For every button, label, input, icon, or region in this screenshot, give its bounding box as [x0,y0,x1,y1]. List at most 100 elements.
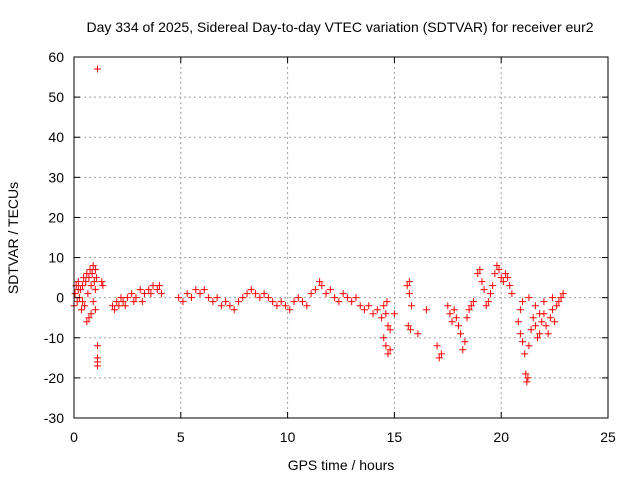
data-point [93,65,101,73]
data-point [115,302,123,310]
y-tick-label: 10 [48,250,64,266]
data-point [519,298,527,306]
data-point [196,290,204,298]
data-point [155,282,163,290]
data-point [525,294,533,302]
data-point [79,298,87,306]
data-point [386,326,394,334]
data-point [540,298,548,306]
x-tick-label: 0 [70,429,78,445]
data-point [256,294,264,302]
y-tick-label: -10 [44,330,64,346]
data-point [557,294,565,302]
data-point [452,314,460,322]
data-point [294,294,302,302]
data-point [243,290,251,298]
data-point [450,306,458,314]
data-point [187,294,195,302]
data-point [405,278,413,286]
data-point [501,270,509,278]
data-point [339,290,347,298]
x-tick-labels: 0 5 10 15 20 25 [70,429,616,445]
data-point [128,290,136,298]
data-point [548,294,556,302]
data-point [83,318,91,326]
data-point [529,314,537,322]
data-point [356,302,364,310]
data-point [119,298,127,306]
data-point [378,314,386,322]
grid-lines [74,57,608,418]
data-point [553,302,561,310]
data-point [487,290,495,298]
data-point [331,294,339,302]
data-point [435,354,443,362]
data-point [437,350,445,358]
data-point [506,282,514,290]
data-point [123,294,131,302]
data-point [536,310,544,318]
data-point [531,322,539,330]
data-point [79,282,87,290]
data-point [149,282,157,290]
data-point [113,298,121,306]
data-point [457,330,465,338]
data-point [373,306,381,314]
data-point [81,302,89,310]
data-point [299,298,307,306]
data-point [108,302,116,310]
data-point [446,310,454,318]
data-point [384,350,392,358]
data-point [516,306,524,314]
data-point [386,346,394,354]
data-point [383,298,391,306]
y-axis-label: SDTVAR / TECUs [5,182,21,294]
data-point [406,326,414,334]
y-tick-label: -30 [44,410,64,426]
chart-title: Day 334 of 2025, Sidereal Day-to-day VTE… [86,19,593,35]
data-point [551,318,559,326]
data-point [335,298,343,306]
data-point [407,302,415,310]
data-point [480,286,488,294]
data-point [469,298,477,306]
data-point [89,262,97,270]
data-point [384,322,392,330]
y-tick-label: -20 [44,370,64,386]
data-point [559,290,567,298]
data-point [548,306,556,314]
x-tick-label: 5 [177,429,185,445]
data-point [147,290,155,298]
data-point [273,302,281,310]
data-point [555,298,563,306]
data-point [322,290,330,298]
data-point [382,310,390,318]
data-point [85,314,93,322]
data-point [290,298,298,306]
data-point [234,298,242,306]
y-tick-labels: -30 -20 -10 0 10 20 30 40 50 60 [44,49,64,426]
data-point [226,302,234,310]
data-point [474,270,482,278]
data-point [527,326,535,334]
data-point [153,286,161,294]
x-axis-label: GPS time / hours [288,457,395,473]
data-point [538,318,546,326]
x-tick-label: 25 [600,429,616,445]
data-point [422,306,430,314]
data-point [380,334,388,342]
data-point [531,302,539,310]
data-point [525,342,533,350]
data-point [307,290,315,298]
data-point [281,302,289,310]
data-point [444,302,452,310]
data-point [311,286,319,294]
data-point [93,362,101,370]
data-points [70,65,567,386]
data-point [403,282,411,290]
data-point [522,370,530,378]
data-point [360,306,368,314]
data-point [183,290,191,298]
data-point [495,266,503,274]
